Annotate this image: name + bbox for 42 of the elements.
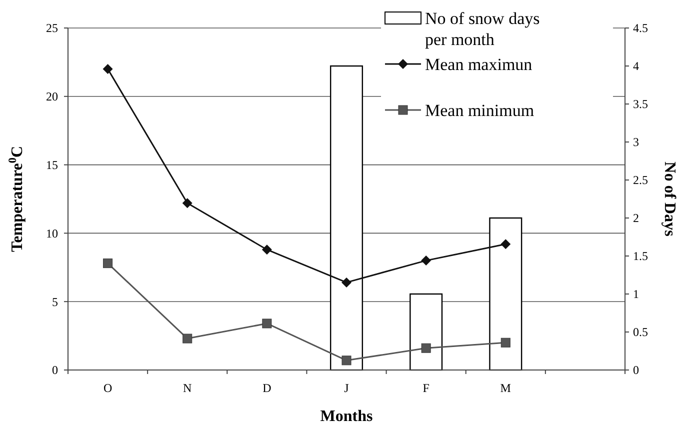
legend-label: No of snow days per month	[425, 8, 540, 49]
y-tick-label: 10	[46, 226, 58, 240]
y2-tick-label: 4	[633, 59, 639, 74]
point	[500, 338, 510, 348]
y2-tick-label: 4.5	[633, 21, 648, 36]
point	[262, 318, 272, 328]
point	[102, 64, 113, 74]
x-tick-label: D	[262, 381, 272, 395]
y2-axis-title: No of Days	[661, 162, 678, 236]
x-tick-label: N	[183, 381, 192, 395]
y-tick-label: 15	[46, 158, 58, 172]
x-tick-label: F	[422, 381, 430, 395]
y2-tick-label: 0.5	[633, 325, 648, 340]
y2-tick-label: 2	[633, 211, 639, 226]
legend-label: Mean minimum	[425, 100, 534, 120]
point	[182, 334, 192, 344]
point	[500, 239, 511, 250]
y2-tick-label: 0	[633, 363, 639, 378]
point	[342, 356, 352, 366]
y2-tick-label: 1.5	[633, 249, 648, 264]
x-tick-label: J	[344, 381, 350, 395]
point	[182, 198, 192, 208]
point	[103, 258, 113, 268]
bar	[410, 293, 443, 371]
x-tick-label: M	[500, 381, 512, 395]
y2-tick-label: 3.5	[633, 97, 648, 112]
point	[421, 256, 432, 266]
point	[342, 277, 352, 288]
point	[262, 244, 272, 255]
y-tick-label: 5	[52, 294, 58, 309]
point	[421, 343, 431, 353]
y-tick-label: 0	[52, 363, 58, 378]
x-axis-title: Months	[320, 408, 373, 425]
bar	[330, 65, 364, 371]
x-tick-label: O	[103, 381, 112, 395]
y2-tick-label: 3	[633, 135, 639, 150]
y-tick-label: 20	[46, 90, 58, 104]
y-tick-label: 25	[46, 21, 58, 36]
bar	[489, 217, 522, 371]
legend-label: Mean maximun	[425, 54, 533, 74]
y2-tick-label: 2.5	[633, 173, 648, 188]
y2-tick-label: 1	[633, 287, 639, 302]
